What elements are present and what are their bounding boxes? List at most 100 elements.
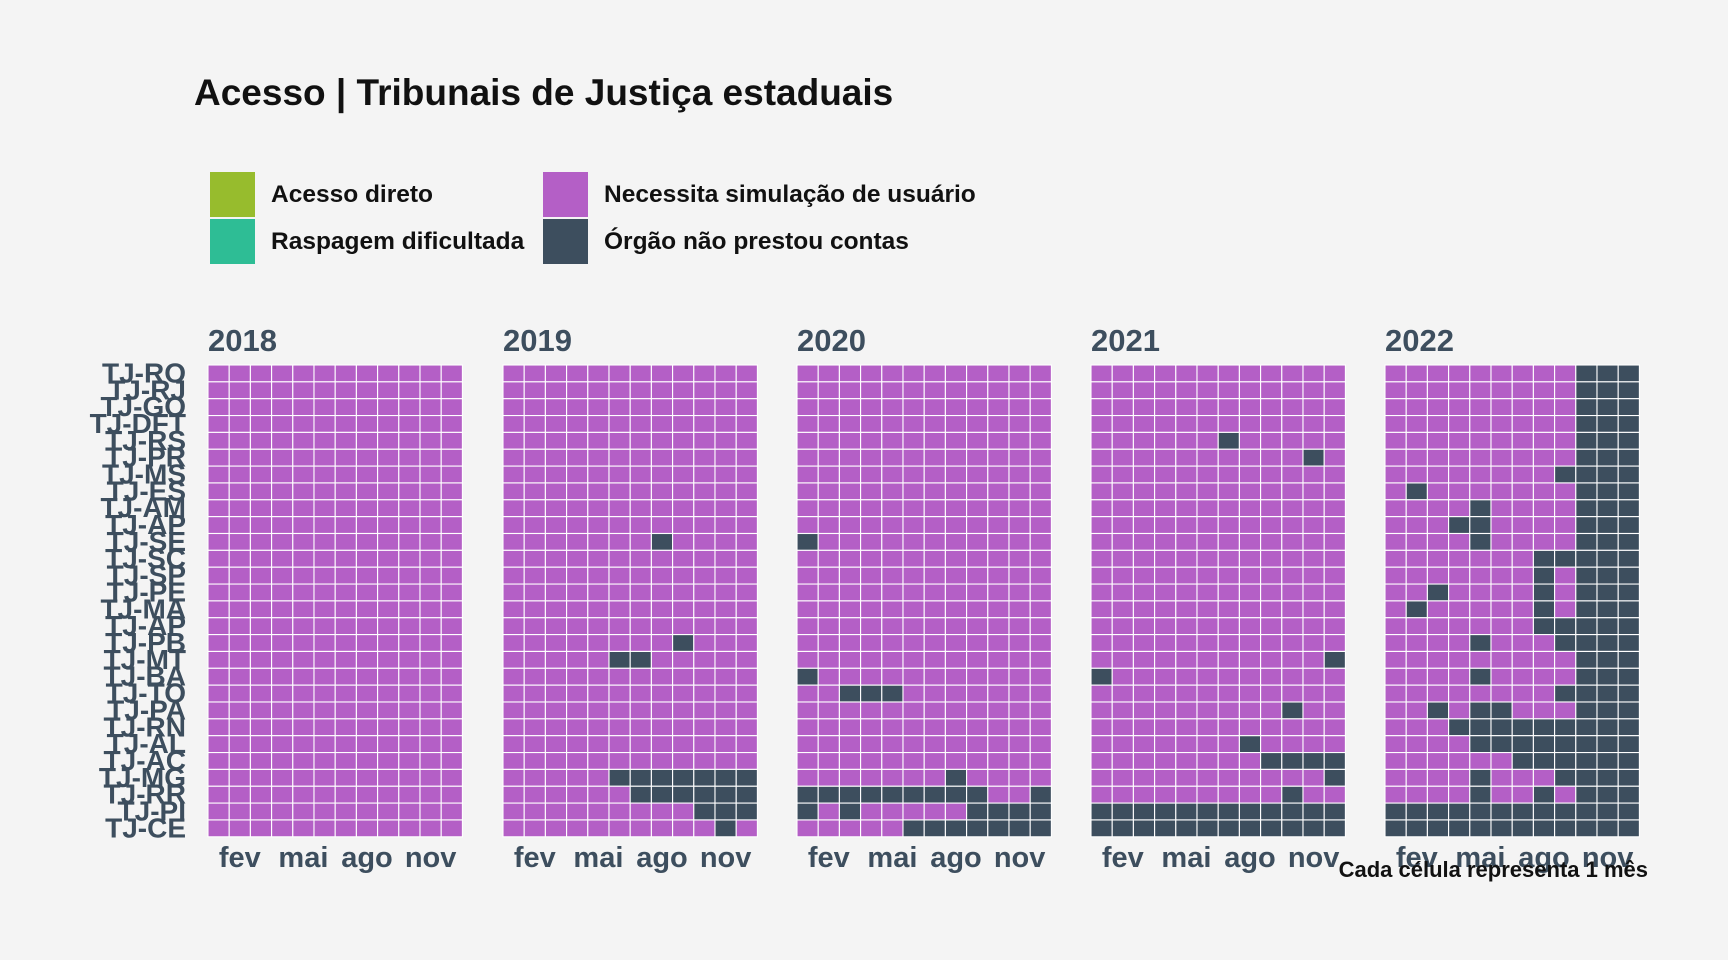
heatmap-cell: [1511, 650, 1534, 669]
heatmap-cell: [1008, 785, 1031, 804]
heatmap-cell: [1281, 364, 1304, 383]
heatmap-cell: [377, 549, 400, 568]
heatmap-cell: [1154, 465, 1177, 484]
heatmap-cell: [860, 667, 883, 686]
heatmap-cell: [1490, 549, 1513, 568]
heatmap-cell: [1090, 751, 1113, 770]
heatmap-cell: [355, 701, 379, 720]
heatmap-cell: [881, 465, 904, 484]
heatmap-cell: [817, 667, 840, 686]
heatmap-cell: [714, 364, 737, 383]
heatmap-cell: [1511, 667, 1534, 686]
heatmap-cell: [1554, 583, 1577, 602]
heatmap-cell: [735, 583, 758, 602]
heatmap-cell: [650, 701, 674, 720]
heatmap-cell: [1323, 667, 1346, 686]
heatmap-cell: [1617, 768, 1640, 787]
heatmap-cell: [796, 802, 819, 821]
heatmap-cell: [566, 398, 589, 417]
heatmap-cell: [902, 465, 925, 484]
x-tick-label: ago: [930, 842, 982, 874]
heatmap-cell: [398, 583, 421, 602]
heatmap-cell: [523, 785, 546, 804]
heatmap-cell: [1511, 718, 1534, 737]
heatmap-cell: [1217, 600, 1240, 619]
heatmap-cell: [292, 667, 315, 686]
heatmap-cell: [1090, 448, 1113, 467]
heatmap-cell: [1175, 549, 1198, 568]
heatmap-cell: [334, 819, 357, 838]
heatmap-cell: [1426, 583, 1450, 602]
heatmap-cell: [249, 516, 273, 535]
heatmap-cell: [1175, 414, 1198, 433]
heatmap-cell: [440, 431, 463, 450]
heatmap-cell: [1260, 701, 1283, 720]
heatmap-cell: [544, 566, 568, 585]
heatmap-cell: [1532, 701, 1556, 720]
heatmap-cell: [207, 634, 230, 652]
heatmap-cell: [334, 398, 357, 417]
heatmap-cell: [313, 634, 336, 652]
heatmap-cell: [860, 431, 883, 450]
heatmap-cell: [735, 819, 758, 838]
heatmap-cell: [714, 566, 737, 585]
heatmap-cell: [817, 516, 840, 535]
heatmap-cell: [566, 549, 589, 568]
heatmap-cell: [377, 516, 400, 535]
heatmap-cell: [377, 414, 400, 433]
x-tick-label: mai: [1455, 842, 1505, 874]
heatmap-cell: [1617, 448, 1640, 467]
heatmap-cell: [693, 802, 716, 821]
heatmap-cell: [796, 448, 819, 467]
heatmap-cell: [966, 617, 989, 636]
heatmap-cell: [440, 819, 463, 838]
heatmap-cell: [860, 751, 883, 770]
heatmap-cell: [1469, 785, 1492, 804]
heatmap-cell: [796, 566, 819, 585]
heatmap-cell: [398, 431, 421, 450]
heatmap-cell: [650, 398, 674, 417]
heatmap-cell: [1281, 650, 1304, 669]
heatmap-cell: [544, 532, 568, 551]
heatmap-cell: [1132, 566, 1156, 585]
heatmap-cell: [1281, 414, 1304, 433]
heatmap-cell: [1008, 516, 1031, 535]
heatmap-cell: [1405, 431, 1428, 450]
heatmap-cell: [1281, 751, 1304, 770]
heatmap-cell: [796, 751, 819, 770]
heatmap-cell: [249, 583, 273, 602]
heatmap-cell: [693, 617, 716, 636]
heatmap-cell: [271, 634, 294, 652]
heatmap-cell: [271, 819, 294, 838]
heatmap-cell: [944, 448, 968, 467]
heatmap-cell: [1596, 684, 1619, 703]
heatmap-cell: [502, 549, 525, 568]
heatmap-cell: [1260, 785, 1283, 804]
heatmap-cell: [1281, 600, 1304, 619]
heatmap-cell: [1617, 751, 1640, 770]
heatmap-cell: [1260, 414, 1283, 433]
heatmap-cell: [1217, 650, 1240, 669]
heatmap-cell: [1617, 617, 1640, 636]
heatmap-cell: [1617, 414, 1640, 433]
heatmap-cell: [1575, 566, 1598, 585]
heatmap-cell: [1302, 431, 1325, 450]
heatmap-cell: [1384, 431, 1407, 450]
heatmap-cell: [817, 364, 840, 383]
heatmap-cell: [1132, 465, 1156, 484]
heatmap-cell: [987, 600, 1010, 619]
heatmap-cell: [1302, 684, 1325, 703]
heatmap-cell: [1448, 768, 1471, 787]
heatmap-cell: [1469, 735, 1492, 754]
heatmap-cell: [249, 650, 273, 669]
heatmap-cell: [249, 532, 273, 551]
heatmap-cell: [1175, 448, 1198, 467]
heatmap-cell: [693, 398, 716, 417]
heatmap-cell: [1217, 819, 1240, 838]
heatmap-cell: [249, 684, 273, 703]
heatmap-cell: [838, 718, 862, 737]
heatmap-cell: [1448, 634, 1471, 652]
y-tick-label: TJ-PE: [107, 576, 186, 607]
heatmap-cell: [672, 684, 695, 703]
heatmap-cell: [1469, 650, 1492, 669]
